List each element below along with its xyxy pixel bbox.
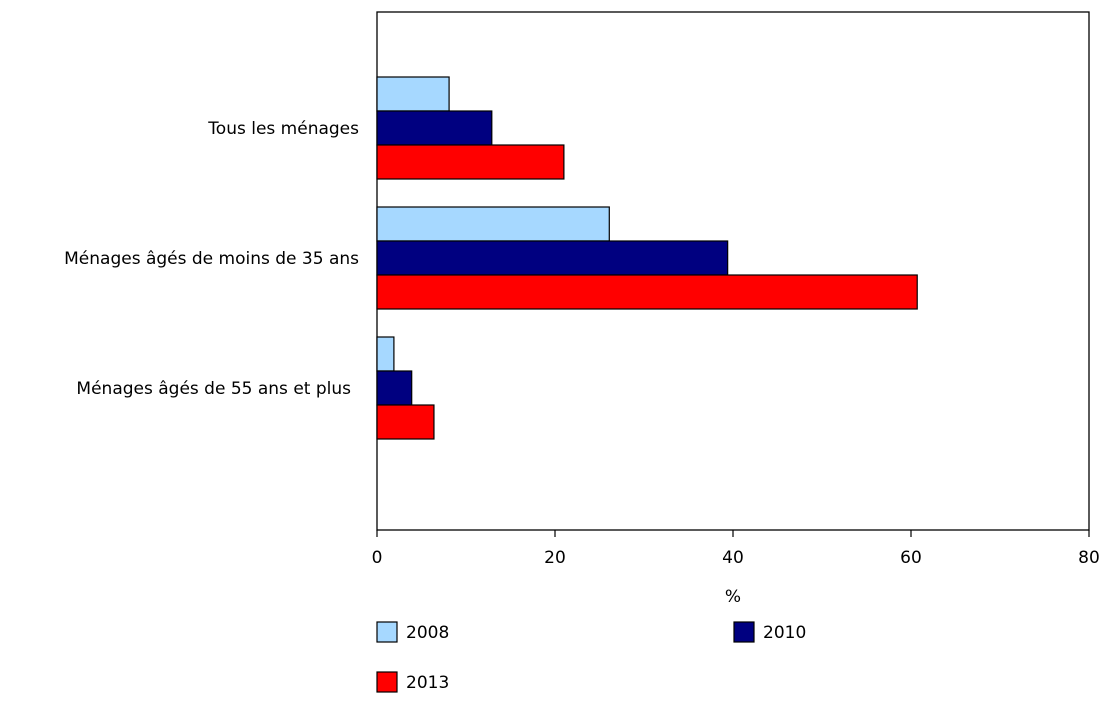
legend: 2008 2010 2013 [376,621,806,693]
x-tick-label: 0 [372,548,383,568]
bar-tous-les-menages-2008 [376,76,450,112]
bar-menages-ages-de-moins-de-35-ans-2008 [376,206,610,242]
category-label-menages-ages-de-55-ans-et-plus: Ménages âgés de 55 ans et plus [76,379,351,399]
bar-menages-ages-de-55-ans-et-plus-2010 [376,370,413,406]
x-tick-label: 80 [1078,548,1100,568]
legend-swatch-2010 [733,621,755,643]
bar-menages-ages-de-55-ans-et-plus-2008 [376,336,395,372]
x-axis: 0 20 40 60 80 [372,530,1100,568]
x-tick-label: 60 [900,548,922,568]
legend-label-2010: 2010 [763,623,806,643]
legend-label-2008: 2008 [406,623,449,643]
y-axis: Tous les ménages Ménages âgés de moins de… [64,119,359,399]
x-tick-label: 20 [544,548,566,568]
bars-layer [376,76,918,440]
bar-tous-les-menages-2010 [376,110,493,146]
legend-swatch-2008 [376,621,398,643]
bar-menages-ages-de-moins-de-35-ans-2013 [376,274,918,310]
category-label-menages-ages-de-moins-de-35-ans: Ménages âgés de moins de 35 ans [64,249,359,269]
legend-swatch-2013 [376,671,398,693]
category-label-tous-les-menages: Tous les ménages [207,119,359,139]
bar-menages-ages-de-55-ans-et-plus-2013 [376,404,435,440]
bar-menages-ages-de-moins-de-35-ans-2010 [376,240,729,276]
legend-label-2013: 2013 [406,673,449,693]
bar-tous-les-menages-2013 [376,144,565,180]
x-tick-label: 40 [722,548,744,568]
x-axis-title: % [725,587,741,607]
